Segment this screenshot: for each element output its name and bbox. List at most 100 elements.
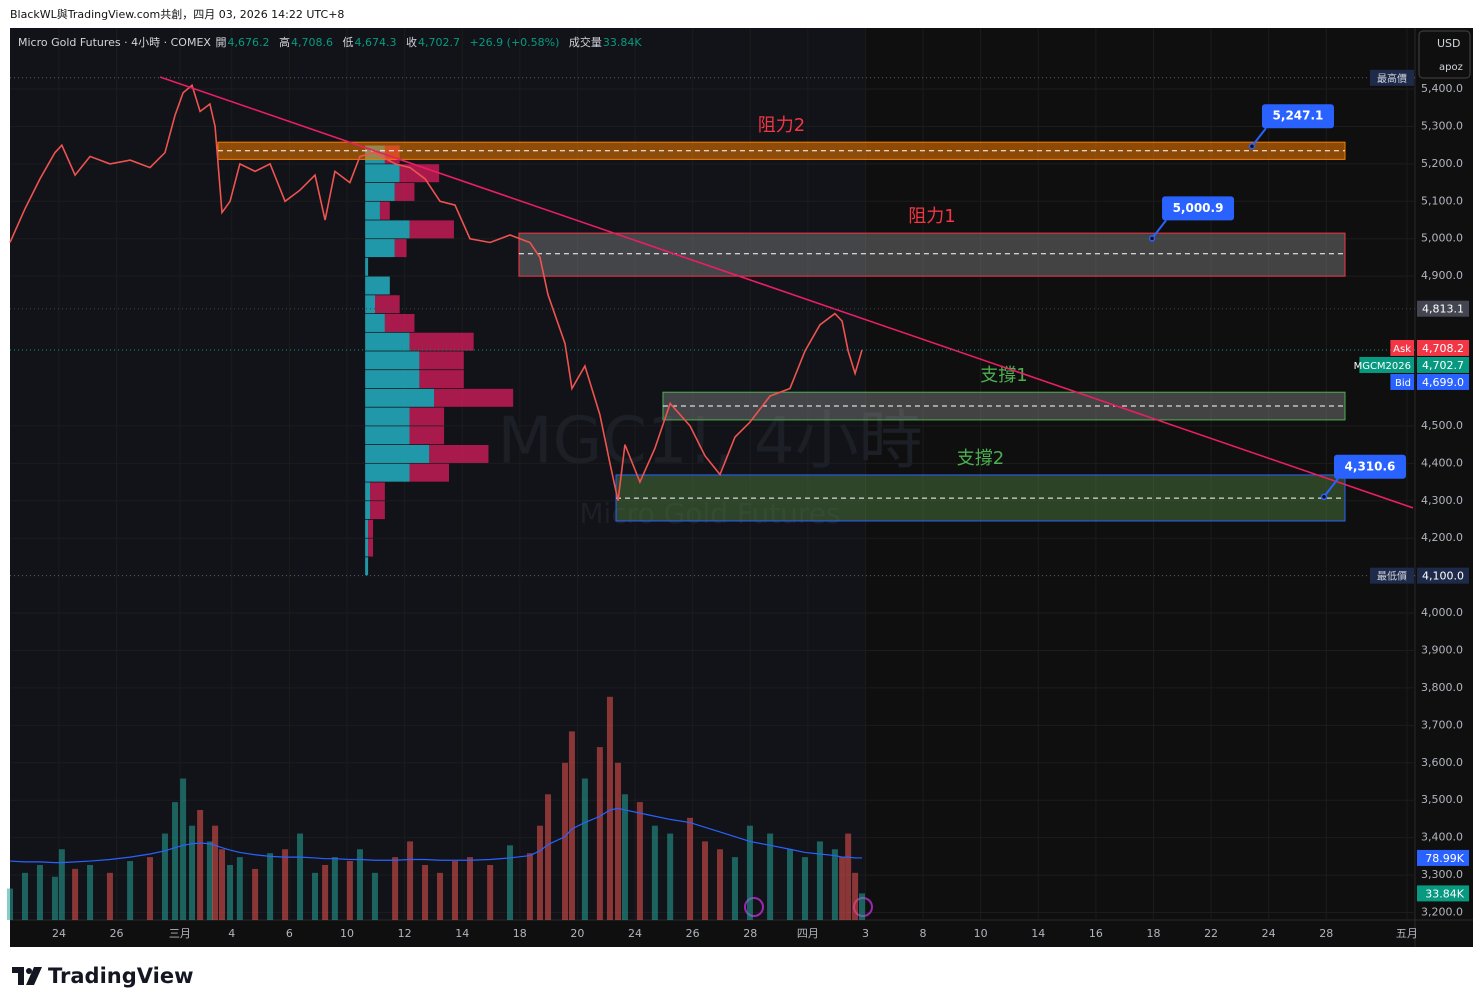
volume-bar <box>87 864 94 920</box>
x-tick-label: 26 <box>686 927 700 940</box>
x-tick-label: 28 <box>743 927 757 940</box>
volume-bar <box>702 841 709 920</box>
volume-bar <box>437 872 444 920</box>
x-tick-label: 四月 <box>797 927 819 940</box>
quote-value: 4,699.0 <box>1422 376 1464 389</box>
high-name: 最高價 <box>1377 72 1407 85</box>
profile-up <box>365 538 369 557</box>
legend-key: 低 <box>342 36 354 49</box>
y-tick-label: 3,700.0 <box>1421 718 1463 731</box>
volume-bar <box>831 849 838 920</box>
legend-value: 4,674.3 <box>354 36 397 49</box>
volume-bar <box>816 841 823 920</box>
event-icon[interactable] <box>744 897 764 917</box>
watermark-symbol: MGC1!, 4小時 <box>497 405 922 479</box>
volume-bar <box>621 794 628 920</box>
y-tick-label: 3,900.0 <box>1421 643 1463 656</box>
x-tick-label: 4 <box>228 927 235 940</box>
volume-bar <box>227 864 234 920</box>
quote-value: 4,708.2 <box>1422 342 1464 355</box>
volume-bar <box>731 857 738 920</box>
x-tick-label: 6 <box>286 927 293 940</box>
y-tick-label: 3,200.0 <box>1421 906 1463 919</box>
x-tick-label: 20 <box>570 927 584 940</box>
callout-dot <box>1320 493 1328 501</box>
marker-value: 4,813.1 <box>1422 303 1464 316</box>
profile-up <box>365 257 369 276</box>
volume-bar <box>526 853 533 920</box>
callout-label: 4,310.6 <box>1345 459 1396 473</box>
volume-tag-label: 33.84K <box>1425 887 1464 900</box>
x-tick-label: 14 <box>1031 927 1045 940</box>
volume-bar <box>466 857 473 920</box>
price-line <box>9 83 863 501</box>
x-tick-label: 16 <box>1089 927 1103 940</box>
volume-bar <box>127 861 134 920</box>
x-tick-label: 8 <box>920 927 927 940</box>
profile-down <box>370 482 385 501</box>
legend-value: 4,702.7 <box>417 36 460 49</box>
legend-title: Micro Gold Futures · 4小時 · COMEX <box>18 36 211 49</box>
y-tick-label: 3,800.0 <box>1421 681 1463 694</box>
currency-box[interactable] <box>1418 30 1471 79</box>
y-tick-label: 3,500.0 <box>1421 793 1463 806</box>
profile-up <box>365 370 420 389</box>
y-tick-label: 5,100.0 <box>1421 194 1463 207</box>
trendline <box>159 76 1414 509</box>
callout-stem <box>1251 127 1267 147</box>
profile-down <box>394 182 415 201</box>
y-tick-label: 5,300.0 <box>1421 119 1463 132</box>
profile-up <box>365 276 390 295</box>
profile-up <box>365 501 371 520</box>
x-tick-label: 22 <box>1204 927 1218 940</box>
marker-tag <box>1417 300 1469 317</box>
profile-up <box>365 444 430 463</box>
volume-bar <box>371 872 378 920</box>
y-tick-label: 4,200.0 <box>1421 531 1463 544</box>
volume-bar <box>452 861 459 920</box>
volume-bar <box>312 872 319 920</box>
y-tick-label: 5,000.0 <box>1421 232 1463 245</box>
volume-bar <box>212 825 219 920</box>
volume-bar <box>615 762 622 920</box>
volume-bar <box>72 868 79 920</box>
volume-bar <box>687 817 694 920</box>
y-tick-label: 4,000.0 <box>1421 606 1463 619</box>
y-tick-label: 4,500.0 <box>1421 419 1463 432</box>
volume-bar <box>839 857 846 920</box>
high-tag <box>1370 69 1414 86</box>
brand-name: TradingView <box>48 964 194 988</box>
callout-box <box>1333 454 1406 479</box>
zone <box>662 391 1346 421</box>
profile-down <box>394 239 407 258</box>
volume-bar <box>716 849 723 920</box>
volume-bar <box>331 857 338 920</box>
low-value: 4,100.0 <box>1422 570 1464 583</box>
volume-bar <box>801 857 808 920</box>
volume-bar <box>562 762 569 920</box>
volume-bar <box>536 825 543 920</box>
profile-up <box>365 182 395 201</box>
quote-tag <box>1417 373 1469 390</box>
x-tick-label: 18 <box>513 927 527 940</box>
profile-up <box>365 332 410 351</box>
x-tick-label: 24 <box>1262 927 1276 940</box>
volume-bar <box>7 888 13 920</box>
x-tick-label: 10 <box>340 927 354 940</box>
volume-bar <box>322 864 329 920</box>
x-tick-label: 18 <box>1146 927 1160 940</box>
profile-down <box>379 201 390 220</box>
volume-bar <box>581 778 588 920</box>
x-tick-label: 14 <box>455 927 469 940</box>
legend-key: 成交量 <box>568 36 602 49</box>
legend-key: 開 <box>215 36 227 49</box>
x-tick-label: 24 <box>52 927 66 940</box>
profile-up <box>365 351 420 370</box>
zone-name: 支撐2 <box>957 448 1004 469</box>
volume-bar <box>267 853 274 920</box>
legend-value: 4,676.2 <box>227 36 270 49</box>
volume-tag <box>1417 885 1469 902</box>
callout-dot <box>1248 142 1256 150</box>
